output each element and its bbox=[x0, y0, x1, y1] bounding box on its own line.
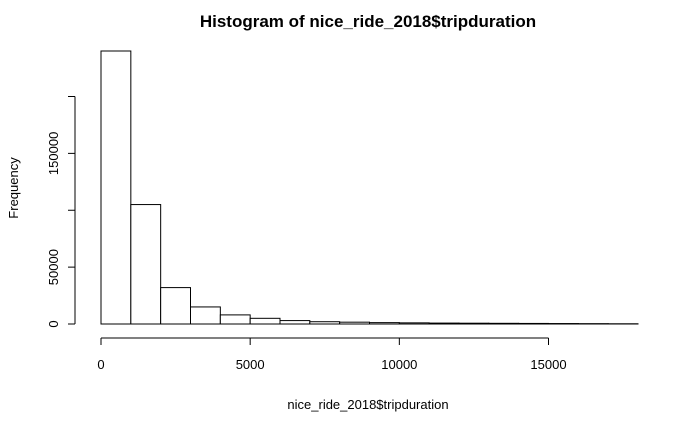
histogram-bar bbox=[279, 320, 311, 325]
y-axis-label: Frequency bbox=[6, 157, 21, 219]
x-tick-label: 5000 bbox=[236, 357, 265, 372]
histogram-bar bbox=[309, 321, 341, 325]
histogram-bar bbox=[249, 317, 281, 325]
histogram-bar bbox=[130, 204, 162, 325]
histogram-bar bbox=[398, 322, 430, 325]
histogram-bar bbox=[488, 322, 520, 325]
histogram-bar bbox=[160, 287, 192, 325]
y-tick-label: 0 bbox=[46, 320, 61, 327]
histogram-bar bbox=[518, 322, 550, 325]
histogram-bar bbox=[190, 306, 221, 325]
chart-title: Histogram of nice_ride_2018$tripduration bbox=[200, 12, 536, 31]
x-tick-label: 0 bbox=[97, 357, 104, 372]
histogram-bar bbox=[458, 322, 490, 325]
histogram-bar bbox=[219, 314, 251, 325]
x-tick-label: 10000 bbox=[381, 357, 417, 372]
y-tick-label: 50000 bbox=[46, 249, 61, 285]
y-tick-label: 150000 bbox=[46, 132, 61, 175]
x-tick-label: 15000 bbox=[530, 357, 566, 372]
histogram-bar bbox=[339, 321, 370, 325]
histogram-bar bbox=[428, 322, 460, 325]
histogram-bars bbox=[100, 50, 639, 325]
y-axis: 0 50000 150000 bbox=[46, 96, 76, 328]
histogram-bar bbox=[369, 322, 400, 325]
histogram-bar bbox=[100, 50, 132, 325]
x-axis: 0 5000 10000 15000 bbox=[97, 337, 567, 372]
x-axis-label: nice_ride_2018$tripduration bbox=[287, 397, 448, 412]
